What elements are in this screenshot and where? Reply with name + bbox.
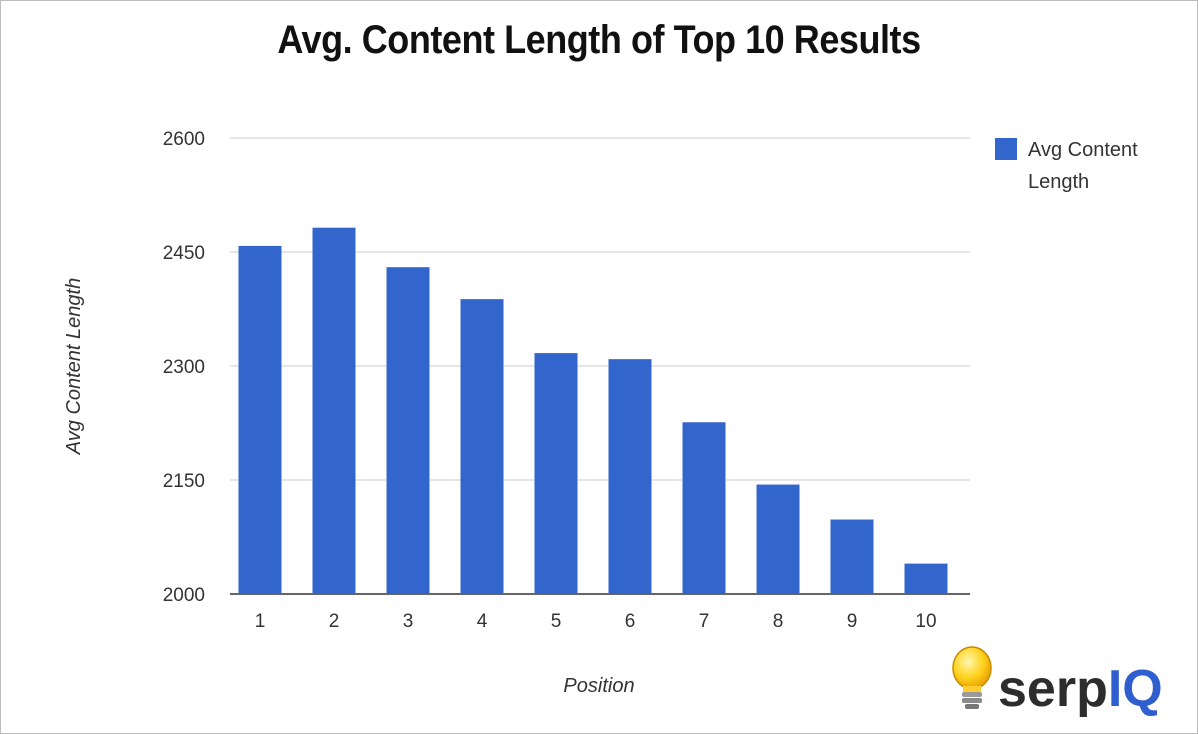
legend: Avg Content Length — [995, 138, 1138, 193]
bar-position-10 — [904, 563, 948, 594]
bar-position-8 — [756, 484, 800, 594]
x-axis-title: Position — [563, 675, 634, 697]
y-tick-label: 2300 — [163, 357, 205, 378]
chart-title: Avg. Content Length of Top 10 Results — [277, 18, 921, 62]
x-tick-label: 10 — [915, 611, 936, 632]
legend-label-line2: Length — [1028, 171, 1089, 193]
bar-position-7 — [682, 422, 726, 594]
x-tick-label: 3 — [403, 611, 414, 632]
bar-position-3 — [386, 267, 430, 594]
x-tick-label: 6 — [625, 611, 636, 632]
svg-text:serpIQ: serpIQ — [998, 660, 1163, 718]
bar-position-4 — [460, 299, 504, 594]
x-tick-label: 8 — [773, 611, 784, 632]
x-tick-label: 5 — [551, 611, 562, 632]
y-axis-title: Avg Content Length — [63, 278, 85, 455]
x-tick-label: 9 — [847, 611, 858, 632]
legend-swatch — [995, 138, 1017, 160]
legend-label-line1: Avg Content — [1028, 139, 1138, 161]
logo-text-iq: IQ — [1108, 660, 1163, 718]
bar-position-2 — [312, 227, 356, 594]
logo-text-serp: serp — [998, 660, 1108, 718]
bar-position-5 — [534, 353, 578, 594]
x-tick-label: 2 — [329, 611, 340, 632]
serpiq-logo: serpIQ — [952, 646, 1163, 718]
y-tick-label: 2600 — [163, 129, 205, 150]
bar-position-6 — [608, 359, 652, 594]
lightbulb-icon — [952, 646, 992, 709]
x-tick-label: 1 — [255, 611, 266, 632]
y-tick-label: 2000 — [163, 585, 205, 606]
x-tick-label: 4 — [477, 611, 488, 632]
y-tick-label: 2150 — [163, 471, 205, 492]
y-tick-label: 2450 — [163, 243, 205, 264]
bar-position-9 — [830, 519, 874, 594]
x-tick-label: 7 — [699, 611, 710, 632]
bar-position-1 — [238, 245, 282, 595]
